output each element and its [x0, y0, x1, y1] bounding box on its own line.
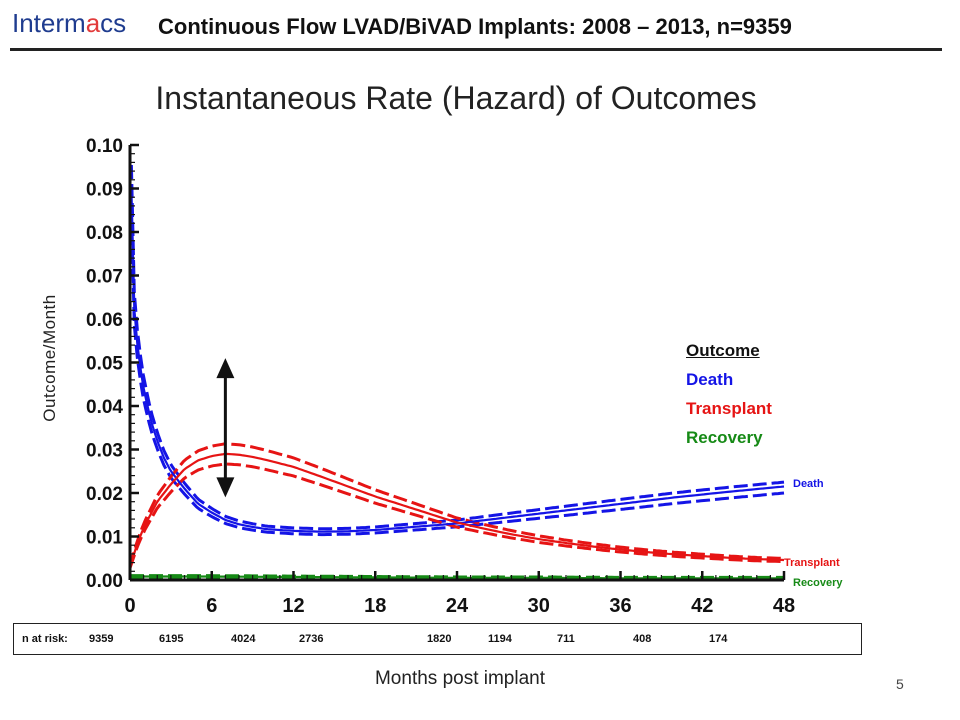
- x-tick-label: 42: [691, 595, 713, 617]
- death-ci-upper: [129, 164, 785, 531]
- x-tick-label: 24: [446, 595, 469, 617]
- transplant-ci-upper: [128, 442, 785, 567]
- x-tick-label: 6: [206, 595, 217, 617]
- transplant-ci-lower: [128, 462, 785, 569]
- n-at-risk-row: n at risk: 9359 6195 4024 2736 1820 1194…: [13, 623, 862, 655]
- x-tick-label: 36: [609, 595, 631, 617]
- legend: Outcome Death Transplant Recovery: [686, 336, 772, 452]
- arrow-head-down: [216, 477, 235, 498]
- end-label-transplant: Transplant: [784, 557, 840, 569]
- header-title: Continuous Flow LVAD/BiVAD Implants: 200…: [158, 14, 792, 39]
- x-tick-label: 0: [124, 595, 135, 617]
- y-tick-label: 0.08: [86, 223, 123, 244]
- intermacs-logo: Intermacs: [12, 8, 127, 38]
- arrow-head-up: [216, 358, 235, 379]
- y-tick-label: 0.10: [86, 136, 123, 157]
- y-tick-label: 0.09: [86, 180, 123, 201]
- y-tick-label: 0.04: [86, 397, 123, 418]
- n-at-risk-value: 9359: [89, 633, 114, 645]
- n-at-risk-value: 4024: [231, 633, 256, 645]
- end-label-death: Death: [793, 478, 824, 490]
- legend-entry-recovery: Recovery: [686, 428, 763, 447]
- n-at-risk-value: 6195: [159, 633, 184, 645]
- n-at-risk-value: 408: [633, 633, 652, 645]
- n-at-risk-value: 174: [709, 633, 728, 645]
- legend-title: Outcome: [686, 341, 760, 360]
- n-at-risk-label: n at risk:: [22, 633, 68, 645]
- page-number: 5: [896, 676, 904, 692]
- y-tick-label: 0.02: [86, 484, 123, 505]
- x-tick-label: 18: [364, 595, 386, 617]
- y-tick-label: 0.07: [86, 267, 123, 288]
- y-tick-label: 0.06: [86, 310, 123, 331]
- chart-title: Instantaneous Rate (Hazard) of Outcomes: [155, 80, 757, 116]
- legend-entry-death: Death: [686, 370, 734, 389]
- n-at-risk-value: 2736: [299, 633, 324, 645]
- n-at-risk-value: 1194: [488, 633, 512, 645]
- x-axis-label: Months post implant: [374, 668, 546, 689]
- end-label-recovery: Recovery: [793, 577, 843, 589]
- legend-entry-transplant: Transplant: [686, 399, 772, 418]
- x-tick-label: 30: [528, 595, 550, 617]
- y-tick-label: 0.00: [86, 571, 123, 592]
- n-at-risk-value: 711: [557, 633, 575, 645]
- x-tick-label: 48: [773, 595, 795, 617]
- transplant-hazard-line: [128, 452, 785, 568]
- y-tick-label: 0.01: [86, 528, 123, 549]
- y-tick-label: 0.05: [86, 354, 123, 375]
- y-tick-label: 0.03: [86, 441, 123, 462]
- n-at-risk-value: 1820: [427, 633, 452, 645]
- x-tick-label: 12: [282, 595, 304, 617]
- header-rule: [10, 48, 942, 51]
